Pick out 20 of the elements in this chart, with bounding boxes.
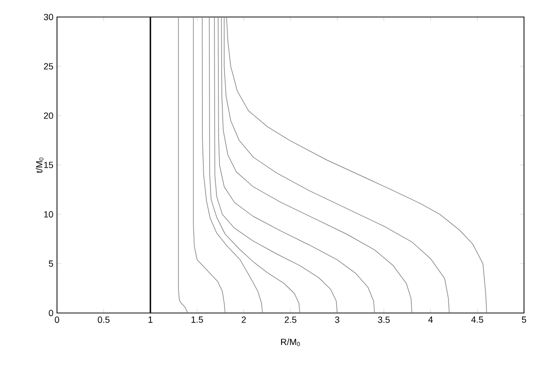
x-axis-title: R/M$_{0}$ [281,338,300,346]
x-tick-label: 0.5 [98,316,110,323]
y-axis-title: t/M$_{0}$ [36,158,44,173]
x-tick-label: 3.5 [378,316,390,323]
y-tick-label: 25 [44,63,54,70]
y-tick-label: 0 [48,310,54,316]
x-tick-label: 1.5 [192,316,203,323]
y-tick-label: 20 [44,112,54,119]
x-tick-label: 4 [428,316,433,323]
y-tick-label: 15 [44,162,54,168]
x-tick-label: 4.5 [471,316,484,323]
x-tick-label: 1 [148,316,152,323]
x-tick-label: 3 [335,316,340,323]
x-tick-label: 5 [522,316,526,323]
y-tick-label: 30 [44,14,54,20]
x-tick-label: 0 [54,316,60,323]
x-tick-label: 2 [242,316,246,323]
y-tick-label: 10 [44,211,54,218]
y-tick-label: 5 [48,260,54,267]
x-tick-label: 2.5 [284,316,296,323]
